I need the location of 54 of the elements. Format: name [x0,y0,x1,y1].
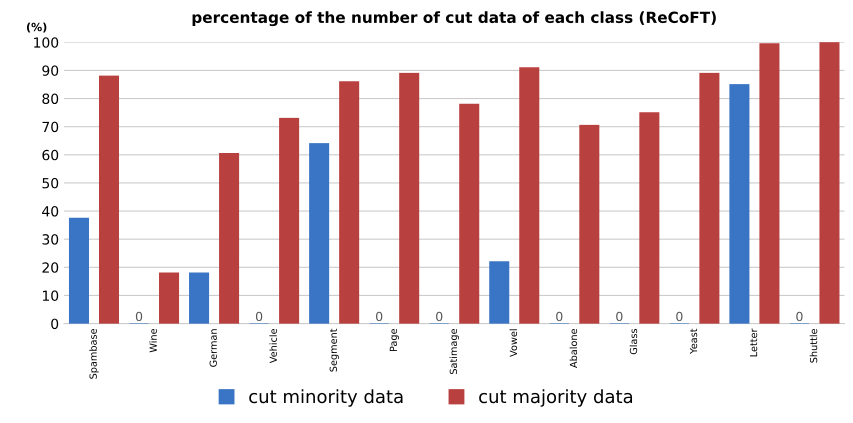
x-tick-label: Letter [750,328,758,356]
x-tick-label: Page [390,328,399,352]
bar [399,72,420,324]
y-axis-title: (%) [26,22,46,33]
y-tick-label: 90 [42,65,58,76]
y-tick-label: 100 [34,37,58,48]
bar [639,112,660,324]
y-tick-label: 70 [42,122,58,132]
bar [159,272,180,324]
data-label: 0 [136,312,142,322]
bar [729,84,750,324]
bar [489,261,510,324]
bar [68,218,90,324]
legend-label: cut majority data [479,389,632,407]
y-tick-label: 80 [42,94,58,104]
y-tick-label: 10 [42,290,58,301]
bar [98,76,120,324]
y-tick-label: 0 [51,318,58,330]
data-label: 0 [796,312,803,322]
data-label: 0 [616,312,622,322]
x-tick-label: Satimage [450,328,459,374]
bar [579,124,600,324]
chart-title: percentage of the number of cut data of each class (ReCoFT) [192,11,716,26]
y-tick-label: 30 [42,234,58,245]
x-tick-label: Spambase [89,328,99,379]
x-tick-label: Vowel [510,329,518,357]
data-label: 0 [376,312,382,322]
x-tick-label: German [210,329,217,367]
bar [189,272,210,324]
data-label: 0 [676,312,683,322]
bar [759,43,780,324]
bar [309,143,330,324]
y-tick-label: 50 [42,178,58,188]
x-tick-label: Yeast [690,328,698,354]
x-tick-label: Wine [149,328,157,352]
bar [519,67,540,324]
bar [339,81,360,324]
bar [219,152,240,324]
data-label: 0 [436,312,442,322]
legend-label: cut minority data [249,389,402,407]
x-tick-label: Glass [630,328,638,354]
y-tick-label: 20 [42,262,58,273]
bar [459,104,480,324]
data-label: 0 [256,312,262,322]
x-tick-label: Shuttle [810,328,818,363]
y-tick-label: 60 [42,150,58,160]
y-tick-label: 40 [42,206,58,217]
bar [279,118,300,324]
bar [819,42,840,324]
x-tick-label: Vehicle [269,328,277,364]
x-tick-label: Abalone [570,328,578,368]
x-tick-label: Segment [330,328,339,372]
data-label: 0 [556,312,562,322]
bar [699,72,720,324]
